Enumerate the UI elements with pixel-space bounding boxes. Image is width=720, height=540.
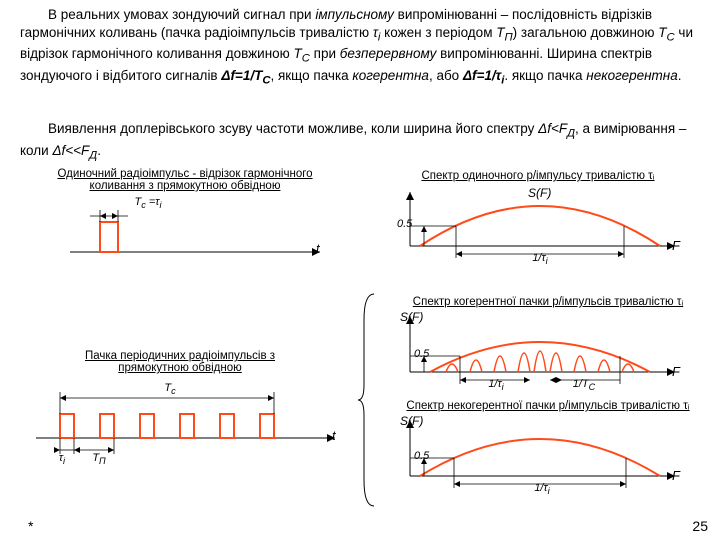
f-label-3: F xyxy=(672,468,680,483)
coh-spectrum-title: Спектр когерентної пачки р/імпульсів три… xyxy=(388,296,708,308)
half-2: 0.5 xyxy=(414,348,429,360)
tc-tau-label: Tc =τi xyxy=(118,196,178,210)
f-label-2: F xyxy=(672,364,680,379)
incoh-spectrum-title: Спектр некогерентної пачки р/імпульсів т… xyxy=(388,400,708,412)
ti-label: τi xyxy=(52,452,72,466)
coh-w1: 1/τi xyxy=(478,378,514,392)
width-1: 1/τi xyxy=(520,252,560,266)
width-3: 1/τi xyxy=(522,482,562,496)
tc-label: Tc xyxy=(155,382,185,396)
coh-w2: 1/TC xyxy=(562,378,606,392)
coh-spectrum-figure xyxy=(390,312,690,394)
half-3: 0.5 xyxy=(414,450,429,462)
tp-label: TП xyxy=(84,452,114,466)
paragraph-1: В реальних умовах зондуючий сигнал при і… xyxy=(20,6,700,88)
single-pulse-title: Одиночний радіоімпульс - відрізок гармон… xyxy=(40,168,330,192)
f-label-1: F xyxy=(672,238,680,253)
t-axis-label-2: t xyxy=(332,428,336,443)
single-pulse-figure xyxy=(60,200,340,270)
t-axis-label-1: t xyxy=(316,241,320,256)
train-figure xyxy=(30,384,350,462)
footnote-star: * xyxy=(28,518,33,534)
page-number: 25 xyxy=(692,518,708,534)
sf-label-1: S(F) xyxy=(528,186,551,200)
single-spectrum-title: Спектр одиночного р/імпульсу тривалістю … xyxy=(378,170,698,182)
paragraph-2: Виявлення доплерівського зсуву частоти м… xyxy=(20,120,700,163)
train-title: Пачка періодичних радіоімпульсів з прямо… xyxy=(50,350,310,374)
brace-icon xyxy=(358,290,380,510)
sf-label-2: S(F) xyxy=(400,310,423,324)
half-1: 0.5 xyxy=(397,218,412,230)
sf-label-3: S(F) xyxy=(400,414,423,428)
